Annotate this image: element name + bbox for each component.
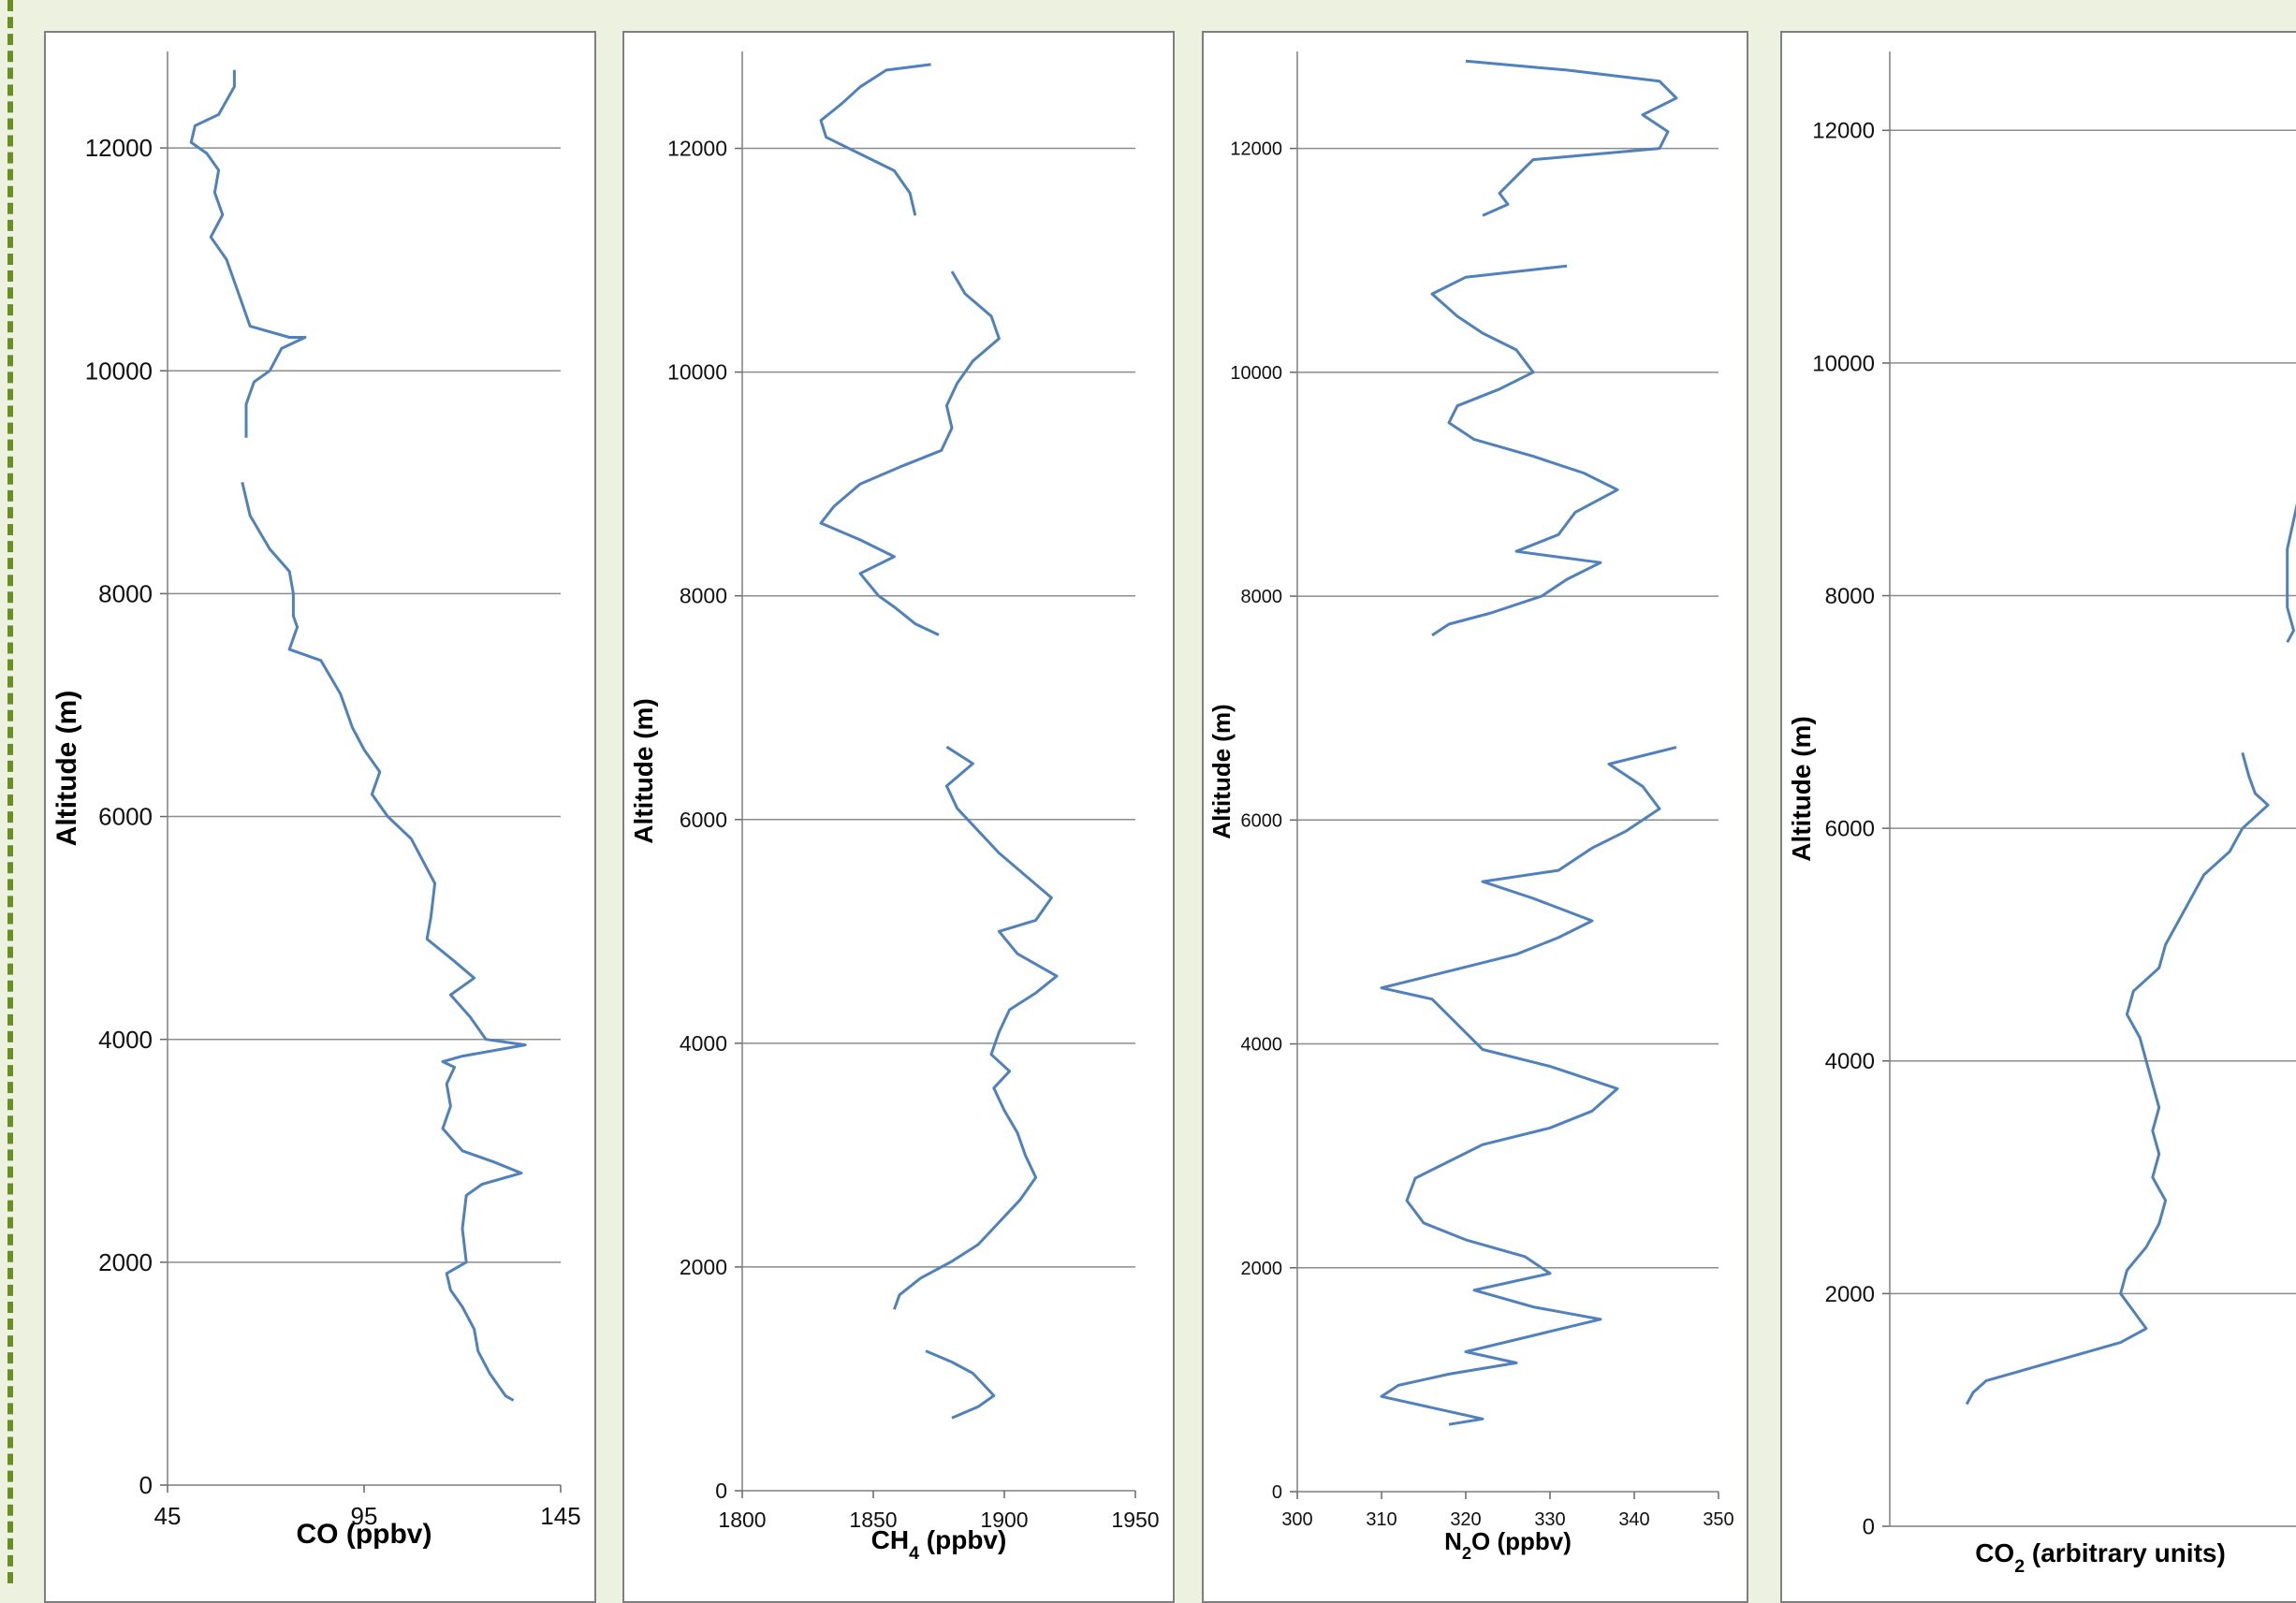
y-tick-label: 4000 (1241, 1035, 1283, 1056)
y-tick-label: 2000 (1241, 1259, 1283, 1279)
series-line (1430, 264, 1619, 637)
x-tick-label: 45 (154, 1502, 182, 1530)
series-line (925, 1349, 996, 1420)
series-line (241, 481, 527, 1402)
y-axis-title: Altitude (m) (629, 698, 658, 844)
y-tick-label: 10000 (85, 357, 153, 385)
dashed-border (7, 0, 13, 1583)
series-line (819, 63, 931, 216)
y-tick-label: 12000 (1230, 139, 1282, 160)
chart-panel-ch4: 0 2000 4000 6000 8000 10000 12000 1800 1850 1900 1… (622, 31, 1175, 1603)
series-line (1465, 59, 1678, 217)
y-tick-label: 2000 (1825, 1282, 1875, 1307)
series-line (1380, 746, 1677, 1426)
x-tick-label: 1800 (718, 1508, 766, 1532)
x-tick-label: 1850 (849, 1508, 897, 1532)
x-tick-label: 340 (1618, 1509, 1649, 1530)
y-tick-label: 6000 (1825, 817, 1875, 842)
y-tick-label: 0 (1863, 1514, 1875, 1539)
y-tick-label: 10000 (1812, 351, 1875, 376)
x-tick-label: 320 (1450, 1509, 1481, 1530)
x-tick-label: 300 (1281, 1509, 1312, 1530)
y-tick-label: 4000 (680, 1031, 727, 1056)
x-tick-label: 1950 (1111, 1508, 1159, 1532)
y-axis-title: Altitude (m) (1207, 704, 1236, 838)
y-tick-label: 10000 (1230, 363, 1282, 384)
series-line (189, 69, 307, 438)
y-tick-label: 0 (715, 1479, 727, 1503)
x-axis-title: CO (ppbv) (297, 1519, 432, 1550)
x-tick-label: 145 (540, 1502, 580, 1530)
y-tick-label: 6000 (680, 808, 727, 832)
x-axis-title: CO2 (arbitrary units) (1975, 1538, 2226, 1577)
chart-panel-co2: 0 2000 4000 6000 8000 10000 12000 Altitude (m) C… (1780, 31, 2296, 1603)
y-tick-label: 0 (139, 1471, 153, 1499)
chart-panel-n2o: 0 2000 4000 6000 8000 10000 12000 300 310 320 330 3… (1202, 31, 1748, 1603)
chart-panel-co: 0 2000 4000 6000 8000 10000 12000 45 95 145 Altitu… (44, 31, 596, 1603)
series-line (819, 270, 1001, 636)
y-axis-title: Altitude (m) (1787, 716, 1816, 862)
y-tick-label: 6000 (98, 803, 153, 831)
y-axis-title: Altitude (m) (51, 691, 82, 847)
x-axis-title: N2O (ppbv) (1444, 1527, 1572, 1563)
series-line (1965, 752, 2270, 1406)
y-tick-label: 2000 (98, 1248, 153, 1276)
x-tick-label: 1900 (980, 1508, 1028, 1532)
series-line (2286, 503, 2296, 644)
y-tick-label: 4000 (1825, 1049, 1875, 1074)
y-tick-label: 2000 (680, 1255, 727, 1279)
chart-svg: 0 2000 4000 6000 8000 10000 12000 1800 1850 1900 1… (629, 51, 1160, 1564)
series-line (892, 745, 1059, 1310)
y-tick-label: 8000 (1825, 584, 1875, 609)
chart-svg: 0 2000 4000 6000 8000 10000 12000 45 95 145 Altitu… (51, 51, 581, 1550)
y-tick-label: 12000 (85, 134, 153, 162)
x-axis-title: CH4 (ppbv) (871, 1525, 1007, 1564)
y-tick-label: 0 (1272, 1482, 1282, 1503)
chart-svg: 0 2000 4000 6000 8000 10000 12000 Altitude (m) C… (1787, 51, 2296, 1577)
y-tick-label: 12000 (1812, 119, 1875, 144)
y-tick-label: 12000 (667, 137, 727, 161)
x-tick-label: 330 (1534, 1509, 1565, 1530)
x-tick-label: 350 (1703, 1509, 1733, 1530)
x-tick-label: 95 (351, 1502, 378, 1530)
y-tick-label: 4000 (98, 1026, 153, 1054)
x-tick-label: 310 (1366, 1509, 1397, 1530)
y-tick-label: 10000 (667, 360, 727, 385)
y-tick-label: 8000 (680, 584, 727, 608)
y-tick-label: 8000 (1241, 587, 1283, 607)
y-tick-label: 6000 (1241, 810, 1283, 831)
y-tick-label: 8000 (98, 579, 153, 607)
chart-svg: 0 2000 4000 6000 8000 10000 12000 300 310 320 330 3… (1207, 51, 1734, 1563)
